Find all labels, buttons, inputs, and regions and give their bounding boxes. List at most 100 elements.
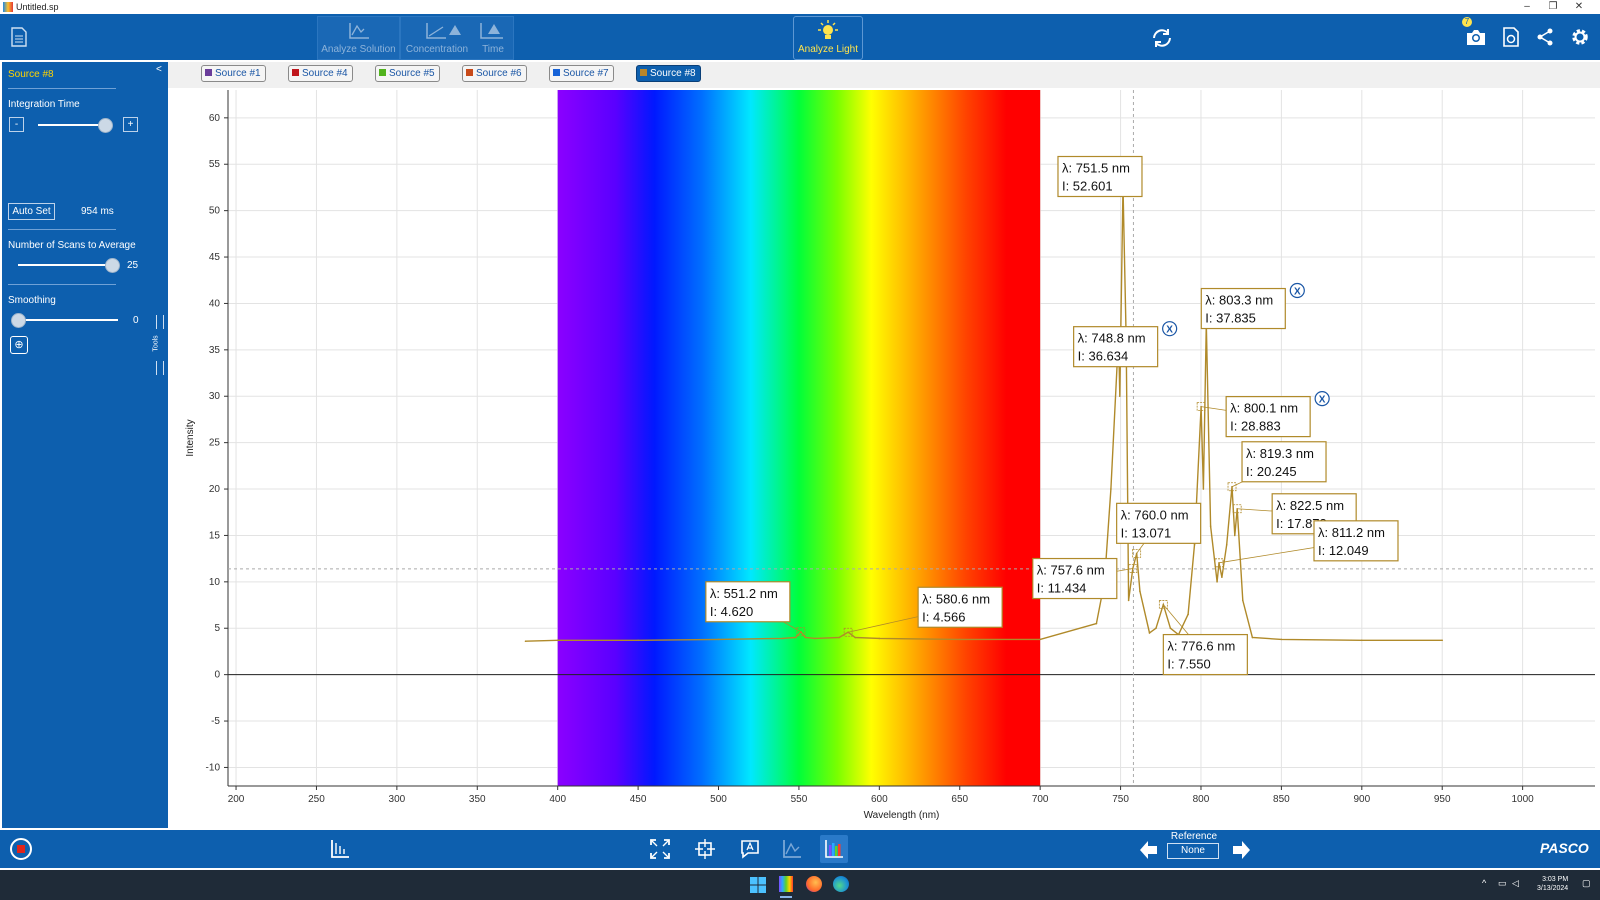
spectrum-point: [1221, 576, 1223, 578]
camera-icon[interactable]: [1466, 28, 1486, 46]
source-tab[interactable]: Source #1: [201, 65, 266, 82]
volume-icon[interactable]: ◁: [1512, 878, 1519, 888]
annotation-marker: [1232, 504, 1242, 514]
smoothing-slider-knob[interactable]: [11, 313, 26, 328]
annotation-marker: [1214, 558, 1224, 568]
system-clock[interactable]: 3:03 PM 3/13/2024: [1537, 875, 1568, 893]
source-tab[interactable]: Source #4: [288, 65, 353, 82]
mode-concentration-time[interactable]: Concentration Time: [400, 16, 514, 60]
source-tab[interactable]: Source #5: [375, 65, 440, 82]
annotation-box: [1162, 633, 1248, 676]
graph-tools-icon[interactable]: [330, 839, 350, 859]
spectrum-point: [1148, 632, 1151, 634]
x-tick-label: 1000: [1512, 794, 1535, 805]
source-tab-label: Source #1: [215, 68, 261, 79]
tray-chevron-icon[interactable]: ^: [1482, 878, 1487, 888]
pasco-logo: PASCO: [1540, 840, 1589, 856]
annotation-icon[interactable]: [740, 839, 760, 859]
scans-value: 25: [127, 260, 139, 271]
windows-taskbar: ^ ▭ ◁ 3:03 PM 3/13/2024 ▢: [0, 870, 1600, 900]
annotation-wavelength: λ: 803.3 nm: [1205, 293, 1273, 308]
spectrum-point: [1110, 488, 1112, 490]
spectrum-plot-area[interactable]: 200 250 300 350 400 450 500 550 600 650 700 750 800 8…: [168, 88, 1600, 828]
analyze-light-button[interactable]: Analyze Light: [793, 16, 863, 60]
firefox-icon[interactable]: [806, 876, 822, 892]
network-icon[interactable]: ▭: [1498, 878, 1507, 888]
x-tick-label: 550: [791, 794, 808, 805]
restore-button[interactable]: ❐: [1548, 1, 1558, 12]
scans-slider[interactable]: [18, 264, 112, 266]
spectrum-point: [1127, 599, 1130, 602]
export-icon[interactable]: [1502, 27, 1520, 47]
collapse-sidebar-button[interactable]: <: [156, 64, 162, 75]
smoothing-slider[interactable]: [18, 319, 118, 321]
source-tab[interactable]: Source #6: [462, 65, 527, 82]
spectrum-point: [814, 637, 816, 640]
source-color-swatch: [640, 69, 647, 76]
integration-decrease-button[interactable]: -: [9, 117, 24, 132]
spectrum-point: [1202, 488, 1205, 490]
taskbar-sparkvue-icon[interactable]: [779, 876, 793, 892]
notification-icon[interactable]: ▢: [1582, 878, 1591, 888]
annotation-intensity: I: 52.601: [1062, 179, 1113, 194]
x-tick-label: 500: [710, 794, 727, 805]
previous-reference-icon[interactable]: [1140, 840, 1158, 860]
time-icon: [480, 23, 503, 39]
remove-annotation-icon[interactable]: [1289, 282, 1305, 299]
spectrum-point: [556, 639, 559, 642]
integration-increase-button[interactable]: +: [123, 117, 138, 132]
spectrum-point: [1209, 525, 1212, 527]
annotation-marker: [796, 627, 806, 637]
peak-tool-icon[interactable]: [782, 839, 802, 859]
stop-button[interactable]: [10, 838, 32, 860]
next-reference-icon[interactable]: [1232, 840, 1250, 860]
mode-analyze-solution[interactable]: Analyze Solution: [317, 16, 400, 60]
tools-panel-handle[interactable]: Tools: [153, 315, 164, 375]
coordinates-tool-icon[interactable]: [695, 839, 715, 859]
reset-icon[interactable]: ⊕: [10, 336, 28, 354]
integration-time-slider[interactable]: [38, 124, 108, 126]
y-tick-label: 50: [209, 206, 221, 217]
share-icon[interactable]: [1536, 28, 1554, 46]
clock-time: 3:03 PM: [1542, 876, 1569, 883]
analyze-solution-icon: [349, 23, 369, 39]
annotation-wavelength: λ: 751.5 nm: [1062, 161, 1130, 176]
spectrum-point: [1139, 590, 1141, 592]
spectrum-point: [838, 636, 840, 639]
spectrum-point: [1280, 638, 1283, 641]
annotation-intensity: I: 12.049: [1318, 543, 1369, 558]
reference-selector[interactable]: None: [1167, 843, 1219, 859]
close-button[interactable]: ✕: [1574, 1, 1584, 12]
spectrum-point: [1118, 395, 1121, 398]
spectrum-point: [804, 636, 807, 639]
integration-slider-knob[interactable]: [97, 118, 113, 133]
remove-annotation-glyph: X: [1294, 287, 1301, 298]
y-axis-label: Intensity: [185, 419, 196, 456]
annotation-marker: [843, 627, 853, 637]
remove-annotation-icon[interactable]: [1162, 321, 1178, 337]
sync-icon[interactable]: [1150, 26, 1174, 50]
spectrum-point: [637, 639, 639, 642]
annotation-wavelength: λ: 819.3 nm: [1246, 446, 1314, 461]
scans-slider-knob[interactable]: [105, 258, 120, 273]
remove-annotation-icon[interactable]: [1314, 391, 1330, 407]
x-tick-label: 900: [1353, 794, 1370, 805]
auto-set-button[interactable]: Auto Set: [8, 203, 55, 220]
annotation-intensity: I: 7.550: [1167, 657, 1210, 672]
concentration-icon: [426, 23, 461, 39]
spectrum-view-button[interactable]: [820, 835, 848, 863]
minimize-button[interactable]: –: [1524, 1, 1530, 12]
source-tab[interactable]: Source #7: [549, 65, 614, 82]
document-icon[interactable]: [10, 27, 28, 47]
annotation-intensity: I: 37.835: [1205, 311, 1256, 326]
source-tab[interactable]: Source #8: [636, 65, 701, 82]
gear-icon[interactable]: [1570, 27, 1590, 47]
x-tick-label: 300: [389, 794, 406, 805]
edge-icon[interactable]: [833, 876, 849, 892]
windows-start-icon[interactable]: [750, 877, 766, 893]
app-icon: [3, 2, 13, 12]
spectrum-chart[interactable]: 200 250 300 350 400 450 500 550 600 650 700 750 800 8…: [168, 88, 1600, 828]
scale-to-fit-icon[interactable]: [650, 839, 670, 859]
spectrum-point: [1095, 622, 1098, 625]
x-tick-label: 650: [951, 794, 968, 805]
